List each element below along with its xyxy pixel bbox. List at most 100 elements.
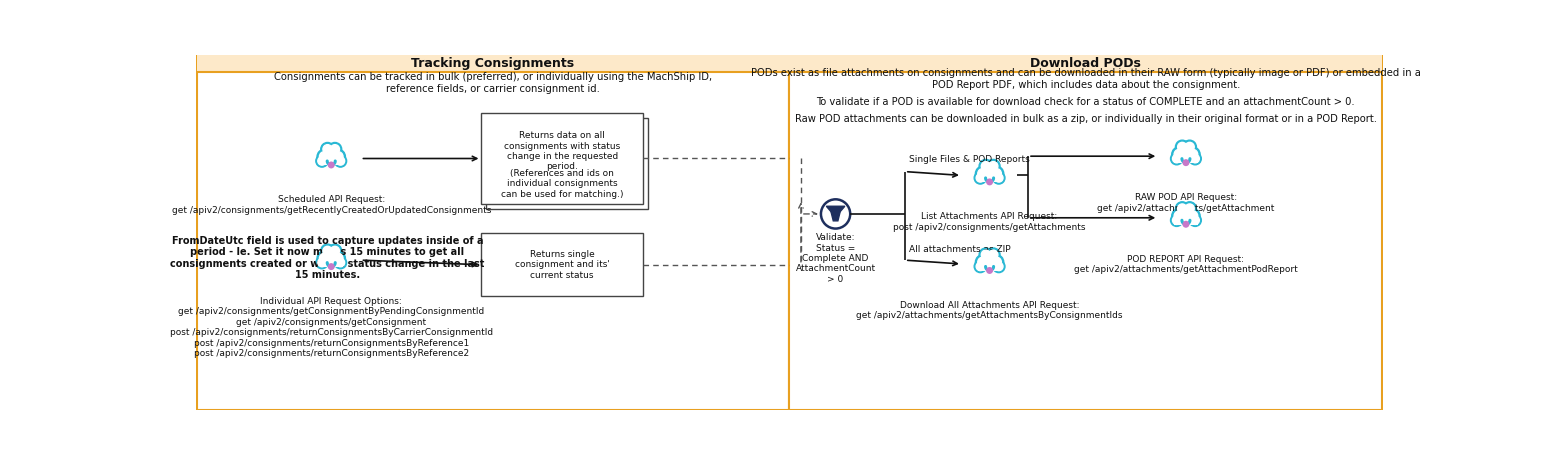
FancyBboxPatch shape xyxy=(481,113,643,204)
Text: To validate if a POD is available for download check for a status of COMPLETE an: To validate if a POD is available for do… xyxy=(817,97,1355,107)
Circle shape xyxy=(989,166,1003,181)
FancyBboxPatch shape xyxy=(1174,218,1197,225)
Circle shape xyxy=(328,162,334,168)
Circle shape xyxy=(989,255,1003,270)
Circle shape xyxy=(1183,202,1196,215)
Circle shape xyxy=(330,145,339,154)
Text: Scheduled API Request:
get /apiv2/consignments/getRecentlyCreatedOrUpdatedConsig: Scheduled API Request: get /apiv2/consig… xyxy=(171,195,492,215)
Circle shape xyxy=(983,252,995,265)
Circle shape xyxy=(1177,204,1187,213)
Circle shape xyxy=(979,160,992,173)
Polygon shape xyxy=(826,206,844,212)
Circle shape xyxy=(324,246,333,255)
Circle shape xyxy=(317,251,331,266)
Circle shape xyxy=(986,160,1000,173)
Text: Individual API Request Options:
get /apiv2/consignments/getConsignmentByPendingC: Individual API Request Options: get /api… xyxy=(170,297,493,358)
Circle shape xyxy=(316,155,328,167)
Circle shape xyxy=(989,162,999,171)
FancyBboxPatch shape xyxy=(197,55,789,409)
FancyBboxPatch shape xyxy=(481,233,643,296)
Circle shape xyxy=(994,262,1003,271)
Circle shape xyxy=(1180,144,1193,157)
Circle shape xyxy=(992,260,1005,272)
Circle shape xyxy=(989,250,999,260)
Text: Raw POD attachments can be downloaded in bulk as a zip, or individually in their: Raw POD attachments can be downloaded in… xyxy=(795,114,1376,124)
Polygon shape xyxy=(831,212,840,221)
Circle shape xyxy=(336,157,345,165)
Circle shape xyxy=(974,172,986,184)
Circle shape xyxy=(1174,149,1183,160)
Circle shape xyxy=(1171,208,1187,223)
Circle shape xyxy=(1190,153,1202,165)
Circle shape xyxy=(334,155,347,167)
Circle shape xyxy=(1177,142,1187,152)
Circle shape xyxy=(986,248,1000,261)
Circle shape xyxy=(1173,216,1180,225)
Circle shape xyxy=(1183,160,1188,165)
Circle shape xyxy=(1171,147,1187,162)
Circle shape xyxy=(325,147,337,159)
Circle shape xyxy=(330,246,339,255)
Circle shape xyxy=(336,259,345,267)
Circle shape xyxy=(1183,221,1188,227)
Circle shape xyxy=(321,142,334,156)
Circle shape xyxy=(986,268,992,273)
Text: Download All Attachments API Request:
get /apiv2/attachments/getAttachmentsByCon: Download All Attachments API Request: ge… xyxy=(857,301,1123,320)
Circle shape xyxy=(1171,153,1183,165)
Circle shape xyxy=(1188,211,1197,221)
Circle shape xyxy=(1177,142,1196,160)
Text: Returns single
consignment and its'
current status: Returns single consignment and its' curr… xyxy=(515,250,610,280)
Circle shape xyxy=(322,245,341,264)
Circle shape xyxy=(992,172,1005,184)
FancyBboxPatch shape xyxy=(789,55,1382,409)
Circle shape xyxy=(331,149,345,164)
Circle shape xyxy=(983,164,995,176)
Text: FromDateUtc field is used to capture updates inside of a
period - Ie. Set it now: FromDateUtc field is used to capture upd… xyxy=(170,236,484,280)
Circle shape xyxy=(1185,142,1194,152)
Text: Validate:
Status =
Complete AND
AttachmentCount
> 0: Validate: Status = Complete AND Attachme… xyxy=(795,233,875,284)
Circle shape xyxy=(1191,216,1199,225)
Circle shape xyxy=(979,169,988,178)
Circle shape xyxy=(1191,154,1199,163)
FancyBboxPatch shape xyxy=(789,55,1382,72)
Circle shape xyxy=(1174,211,1183,221)
Circle shape xyxy=(328,142,342,156)
Text: Returns data on all
consignments with status
change in the requested
period.: Returns data on all consignments with st… xyxy=(504,131,621,171)
Circle shape xyxy=(1188,149,1197,160)
Circle shape xyxy=(994,174,1003,182)
Circle shape xyxy=(325,248,337,261)
FancyBboxPatch shape xyxy=(319,159,344,165)
Circle shape xyxy=(1176,140,1190,154)
Text: Single Files & POD Reports: Single Files & POD Reports xyxy=(909,155,1029,164)
Circle shape xyxy=(1185,204,1194,213)
FancyBboxPatch shape xyxy=(979,176,1002,182)
Circle shape xyxy=(322,144,341,162)
Circle shape xyxy=(319,152,330,162)
Circle shape xyxy=(1176,202,1190,215)
Circle shape xyxy=(975,166,991,181)
Circle shape xyxy=(328,264,334,269)
Circle shape xyxy=(975,174,985,182)
Text: Download PODs: Download PODs xyxy=(1031,57,1142,70)
Circle shape xyxy=(975,255,991,270)
Circle shape xyxy=(328,244,342,258)
Circle shape xyxy=(1180,206,1193,219)
Circle shape xyxy=(974,260,986,272)
Circle shape xyxy=(1190,214,1202,226)
FancyBboxPatch shape xyxy=(485,118,647,208)
Circle shape xyxy=(979,257,988,267)
Circle shape xyxy=(1177,203,1196,221)
Circle shape xyxy=(317,259,327,267)
Circle shape xyxy=(331,251,345,266)
Text: Tracking Consignments: Tracking Consignments xyxy=(411,57,575,70)
Text: RAW POD API Request:
get /apiv2/attachments/getAttachment: RAW POD API Request: get /apiv2/attachme… xyxy=(1097,193,1274,213)
Circle shape xyxy=(317,149,331,164)
FancyBboxPatch shape xyxy=(1174,156,1197,163)
Circle shape xyxy=(321,244,334,258)
Circle shape xyxy=(333,152,344,162)
Circle shape xyxy=(1185,147,1200,162)
Circle shape xyxy=(1171,214,1183,226)
Circle shape xyxy=(991,169,1002,178)
FancyBboxPatch shape xyxy=(319,260,344,267)
Circle shape xyxy=(986,179,992,185)
